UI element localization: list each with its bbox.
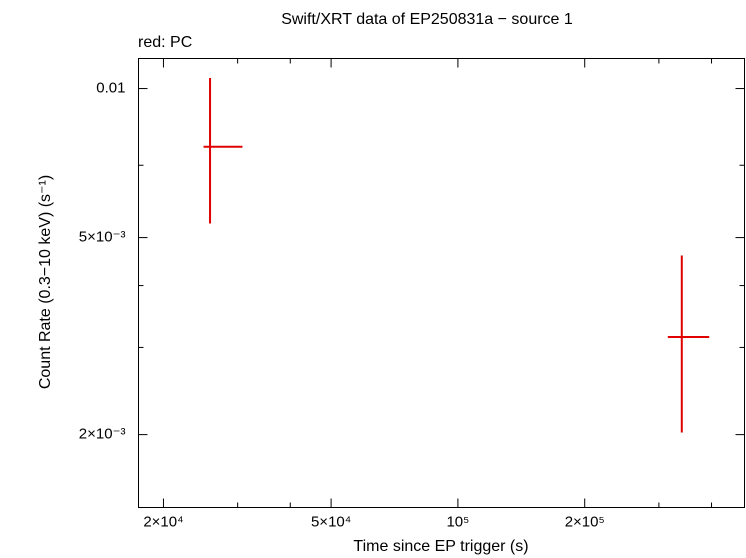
x-tick-label: 10⁵ <box>446 513 469 530</box>
chart-title: Swift/XRT data of EP250831a − source 1 <box>281 11 573 28</box>
plot-frame <box>138 58 745 508</box>
x-tick-label: 5×10⁴ <box>311 513 351 530</box>
y-axis-label: Count Rate (0.3−10 keV) (s⁻¹) <box>37 175 54 389</box>
y-tick-label: 2×10⁻³ <box>79 426 126 443</box>
chart-subtitle: red: PC <box>138 34 192 51</box>
y-tick-label: 0.01 <box>96 80 125 97</box>
x-tick-label: 2×10⁵ <box>565 513 605 530</box>
x-tick-label: 2×10⁴ <box>143 513 183 530</box>
y-tick-label: 5×10⁻³ <box>79 229 126 246</box>
x-axis-label: Time since EP trigger (s) <box>353 538 528 555</box>
